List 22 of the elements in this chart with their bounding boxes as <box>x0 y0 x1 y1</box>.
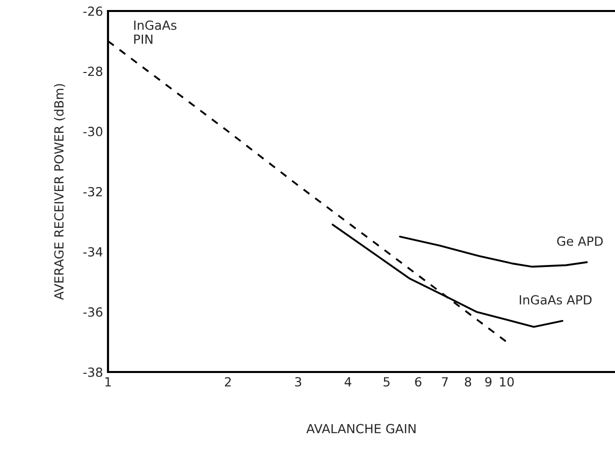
series-label: InGaAs PIN <box>134 20 176 44</box>
x-tick-label: 3 <box>295 377 302 387</box>
series-label: Ge APD <box>557 236 603 246</box>
y-tick-label: -26 <box>83 6 102 16</box>
x-axis-title: AVALANCHE GAIN <box>306 424 416 434</box>
x-tick-label: 10 <box>500 377 514 387</box>
y-axis-title: AVERAGE RECEIVER POWER (dBm) <box>54 84 66 300</box>
x-tick-label: 6 <box>415 377 422 387</box>
x-tick-label: 9 <box>485 377 492 387</box>
x-tick-label: 1 <box>105 377 111 386</box>
x-tick-label: 8 <box>464 377 472 387</box>
x-tick-label: 5 <box>384 377 390 387</box>
y-tick-label: -32 <box>83 186 102 196</box>
y-tick-label: -30 <box>83 126 102 136</box>
y-tick-label: -28 <box>83 66 102 76</box>
x-tick-label: 2 <box>224 377 231 386</box>
y-tick-label: -36 <box>83 307 102 317</box>
x-tick-label: 4 <box>344 377 352 386</box>
y-tick-label: -38 <box>83 367 102 377</box>
x-tick-label: 7 <box>442 377 448 386</box>
series-label: InGaAs APD <box>520 295 592 305</box>
y-tick-label: -34 <box>83 247 102 257</box>
